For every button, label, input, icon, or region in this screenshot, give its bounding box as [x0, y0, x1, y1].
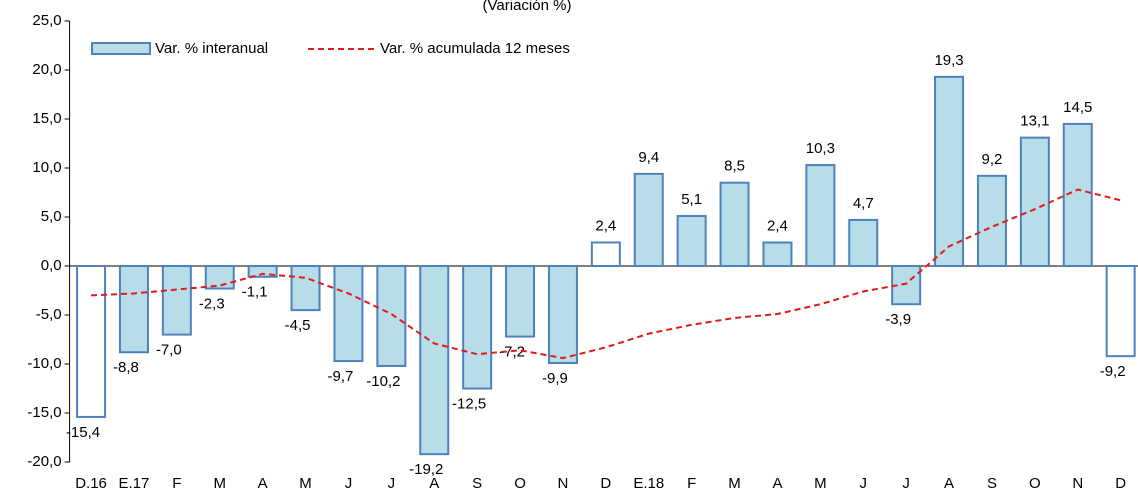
y-tick-label: -20,0: [27, 453, 61, 470]
bar: [76, 265, 107, 418]
data-label: -9,9: [542, 370, 568, 387]
data-label: -7,0: [156, 342, 182, 359]
data-label: -12,5: [452, 395, 486, 412]
bar: [462, 265, 493, 390]
bar: [976, 174, 1007, 267]
bar: [290, 265, 321, 312]
x-tick-label: D.16: [75, 475, 107, 490]
data-label: 2,4: [767, 217, 788, 234]
data-label: 9,2: [982, 151, 1003, 168]
bar: [1105, 265, 1136, 358]
data-label: 19,3: [934, 52, 963, 69]
bar: [247, 265, 278, 278]
bar: [719, 181, 750, 267]
x-tick-label: D: [600, 475, 611, 490]
bar: [419, 265, 450, 456]
bar: [1062, 122, 1093, 268]
bar: [333, 265, 364, 363]
bar: [376, 265, 407, 367]
x-tick-label: A: [944, 475, 954, 490]
line: [91, 188, 1121, 360]
y-tick-label: -5,0: [36, 306, 62, 323]
bar: [505, 265, 536, 338]
y-tick-label: 5,0: [41, 208, 62, 225]
data-label: -15,4: [66, 424, 100, 441]
bar: [161, 265, 192, 336]
x-tick-label: J: [388, 475, 396, 490]
bar: [118, 265, 149, 354]
bar: [934, 75, 965, 267]
x-tick-label: N: [1072, 475, 1083, 490]
y-tick-label: -10,0: [27, 355, 61, 372]
data-label: 9,4: [638, 149, 659, 166]
data-label: -19,2: [409, 461, 443, 478]
data-label: -8,8: [113, 359, 139, 376]
bar: [805, 164, 836, 267]
x-tick-label: E.17: [119, 475, 150, 490]
data-label: 13,1: [1020, 113, 1049, 130]
legend-label: Var. % interanual: [155, 40, 268, 57]
legend-swatch: [91, 42, 151, 55]
data-label: 8,5: [724, 158, 745, 175]
x-tick-label: J: [902, 475, 910, 490]
chart-title: (Variación %): [483, 0, 572, 14]
data-label: -7,2: [499, 344, 525, 361]
y-tick-label: 0,0: [41, 257, 62, 274]
bar: [547, 265, 578, 365]
bar: [1019, 136, 1050, 267]
x-tick-label: F: [172, 475, 181, 490]
bar: [848, 218, 879, 268]
data-label: 5,1: [681, 191, 702, 208]
x-tick-label: M: [814, 475, 827, 490]
y-tick-label: -15,0: [27, 404, 61, 421]
x-tick-label: M: [299, 475, 312, 490]
x-tick-label: E.18: [633, 475, 664, 490]
legend-label: Var. % acumulada 12 meses: [380, 40, 570, 57]
y-tick-label: 15,0: [32, 110, 61, 127]
y-tick-label: 20,0: [32, 61, 61, 78]
data-label: 14,5: [1063, 99, 1092, 116]
bar: [633, 172, 664, 268]
data-label: -2,3: [199, 296, 225, 313]
x-tick-label: J: [860, 475, 868, 490]
data-label: 2,4: [595, 217, 616, 234]
x-tick-label: N: [558, 475, 569, 490]
bar: [590, 241, 621, 267]
x-tick-label: O: [1029, 475, 1041, 490]
data-label: -10,2: [366, 373, 400, 390]
x-tick-label: D: [1115, 475, 1126, 490]
data-label: -1,1: [242, 284, 268, 301]
x-tick-label: M: [728, 475, 741, 490]
x-tick-label: M: [214, 475, 227, 490]
bar: [676, 215, 707, 268]
data-label: 10,3: [806, 140, 835, 157]
data-label: -9,2: [1100, 363, 1126, 380]
x-tick-label: A: [429, 475, 439, 490]
data-label: -3,9: [885, 311, 911, 328]
bar: [762, 241, 793, 267]
data-label: 4,7: [853, 195, 874, 212]
x-tick-label: F: [687, 475, 696, 490]
x-tick-label: A: [258, 475, 268, 490]
data-label: -4,5: [285, 317, 311, 334]
x-tick-label: S: [472, 475, 482, 490]
y-tick-label: 25,0: [32, 12, 61, 29]
x-tick-label: A: [772, 475, 782, 490]
x-tick-label: J: [345, 475, 353, 490]
bar: [204, 265, 235, 290]
data-label: -9,7: [328, 368, 354, 385]
x-tick-label: S: [987, 475, 997, 490]
y-tick-label: 10,0: [32, 159, 61, 176]
x-tick-label: O: [514, 475, 526, 490]
